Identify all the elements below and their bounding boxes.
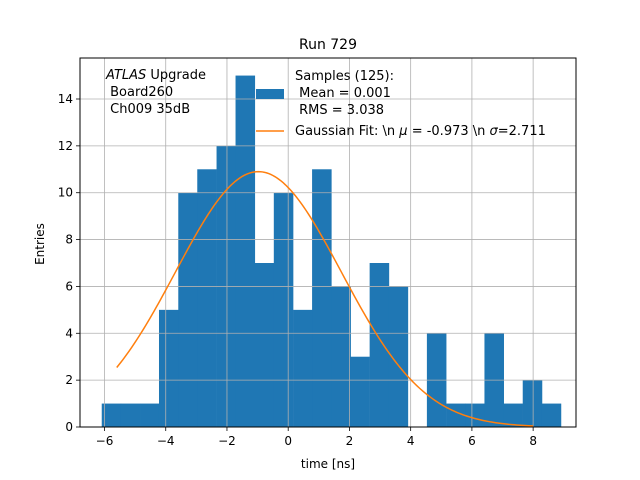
gaussian-fit-line [116, 170, 534, 427]
histogram-bar [312, 169, 332, 428]
y-tick-label: 8 [65, 233, 73, 247]
legend-rms-label: RMS = 3.038 [295, 103, 384, 118]
upgrade-label: Upgrade [146, 68, 206, 83]
atlas-annotation: ATLAS Upgrade Board260 Ch009 35dB [105, 68, 206, 117]
legend: Samples (125): Mean = 0.001 RMS = 3.038 … [256, 69, 546, 139]
histogram-bar [178, 192, 198, 427]
histogram-bars [101, 75, 562, 428]
plot-frame [79, 57, 577, 428]
y-tick-label: 2 [65, 373, 73, 387]
histogram-bar [541, 403, 562, 427]
chart-title: Run 729 [299, 37, 357, 53]
y-axis-label: Entries [33, 223, 47, 265]
legend-fit-suffix: =2.711 [498, 124, 546, 139]
y-tick-label: 0 [65, 420, 73, 434]
y-tick-label: 4 [65, 326, 73, 340]
x-tick-label: −2 [218, 434, 236, 448]
y-tick-label: 10 [58, 186, 73, 200]
x-tick-label: 0 [284, 434, 292, 448]
y-tick-label: 6 [65, 279, 73, 293]
y-tick-label: 14 [58, 92, 73, 106]
x-tick-label: 8 [529, 434, 537, 448]
histogram-bar [350, 356, 370, 427]
x-tick-label: 6 [468, 434, 476, 448]
histogram-bar [140, 403, 160, 427]
legend-samples-swatch [256, 89, 284, 99]
x-tick-label: −6 [96, 434, 114, 448]
legend-fit-prefix: Gaussian Fit: \n [295, 124, 399, 139]
annotation-board: Board260 [106, 85, 173, 100]
legend-fit-label: Gaussian Fit: \n μ = -0.973 \n σ=2.711 [295, 124, 546, 139]
histogram-bar [388, 286, 409, 427]
axis-ticks: −6 −4 −2 0 2 4 6 8 0 2 4 6 8 10 12 14 [58, 92, 537, 448]
atlas-label: ATLAS [105, 68, 146, 83]
x-tick-label: 4 [407, 434, 415, 448]
annotation-line-1: ATLAS Upgrade [105, 68, 206, 83]
x-tick-label: 2 [346, 434, 354, 448]
histogram-bar [293, 309, 313, 427]
histogram-bar [331, 286, 351, 427]
histogram-bar [158, 309, 179, 427]
legend-fit-middle: = -0.973 \n [408, 124, 490, 139]
histogram-bar [465, 403, 485, 427]
histogram-bar [522, 380, 543, 427]
histogram-bar [369, 263, 390, 427]
histogram-bar [101, 403, 122, 427]
histogram-bar [273, 192, 294, 427]
legend-fit-sigma: σ [490, 124, 499, 139]
annotation-channel: Ch009 35dB [106, 102, 190, 117]
gaussian-fit-curve [116, 170, 534, 427]
histogram-bar [197, 169, 217, 428]
histogram-bar [120, 403, 141, 427]
legend-mean-label: Mean = 0.001 [295, 86, 391, 101]
legend-samples-label: Samples (125): [295, 69, 394, 84]
histogram-bar [503, 403, 523, 427]
histogram-bar [235, 75, 256, 428]
x-axis-label: time [ns] [301, 457, 355, 471]
x-tick-label: −4 [157, 434, 175, 448]
legend-fit-mu: μ [398, 124, 407, 139]
histogram-bar [254, 263, 275, 427]
y-tick-label: 12 [58, 139, 73, 153]
